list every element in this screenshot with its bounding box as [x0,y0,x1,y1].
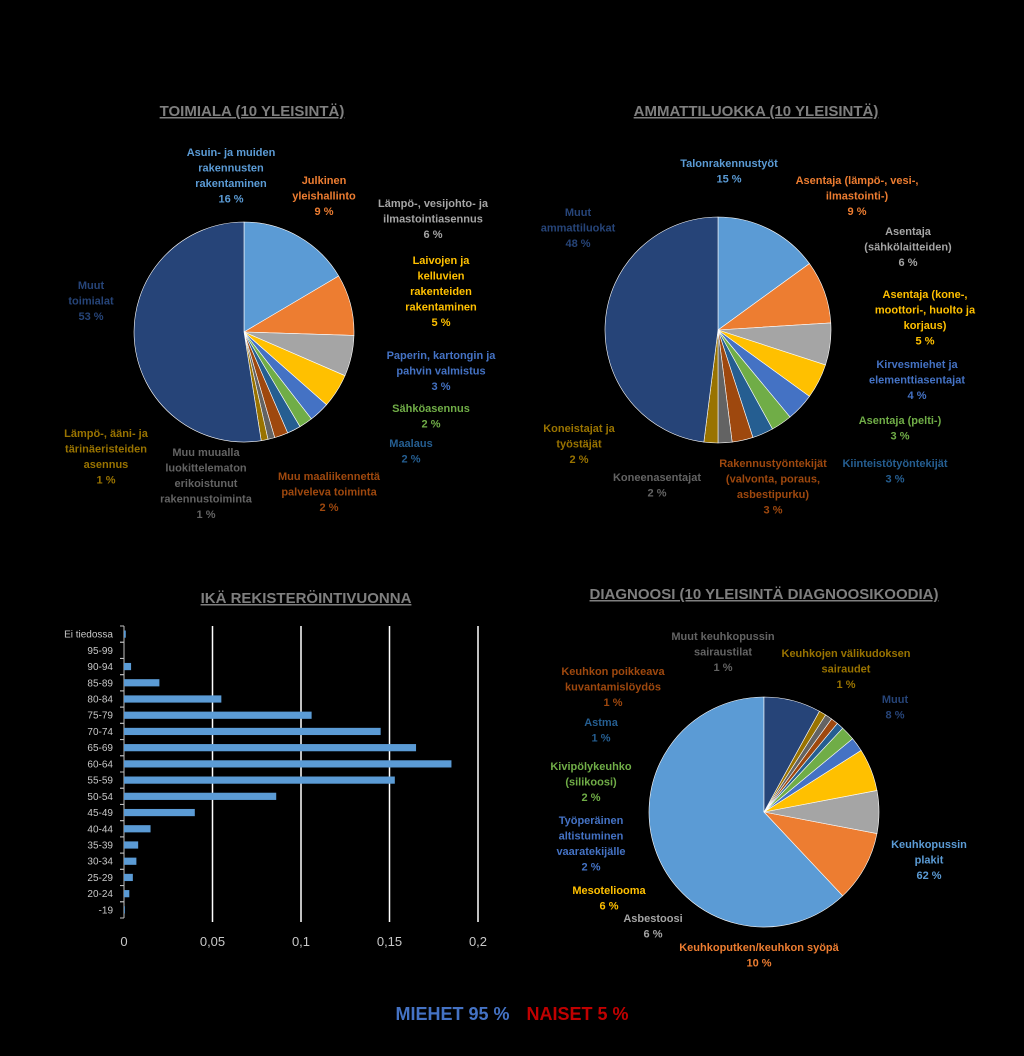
pie-slice-label: Keuhkopussin plakit 62 % [891,839,967,882]
pie-slice-label: Mesoteliooma 6 % [572,885,646,913]
y-tick-label: 60-64 [87,759,113,770]
y-tick-label: 30-34 [87,857,113,868]
y-tick-label: 35-39 [87,841,113,852]
pie-slice-label: Sähköasennus 2 % [392,403,470,431]
pie-slice [133,221,262,443]
bar [124,890,130,898]
y-tick-label: 45-49 [87,808,113,819]
pie-slice [648,696,844,928]
y-tick-label: 90-94 [87,662,113,673]
pie-slice-label: Keuhkon poikkeava kuvantamislöydös 1 % [561,666,665,709]
pie-slice-label: Lämpö-, ääni- ja tärinäeristeiden asennus 1… [64,428,149,487]
pie-slice [243,221,340,333]
pie-slice [717,216,810,331]
pie-slice-label: Työperäinen altistuminen vaaratekijälle 2 % [556,815,625,874]
pie-chart-ammattiluokka: Talonrakennustyöt 15 % Asentaja (lämpö-, v… [541,158,976,517]
pie-slice-label: Muu muualla luokittelematon erikoistunut ra… [160,447,253,521]
bar [124,857,137,865]
y-tick-label: 65-69 [87,743,113,754]
pie-slice-label: Rakennustyöntekijät (valvonta, poraus, asb… [719,458,827,517]
x-tick-label: 0 [120,934,127,949]
pie-slice-label: Julkinen yleishallinto 9 % [292,175,356,218]
y-tick-label: 85-89 [87,678,113,689]
pie-slice-label: Kirvesmiehet ja elementtiasentajat 4 % [869,359,965,402]
pie-slice-label: Keuhkojen välikudoksen sairaudet 1 % [782,648,911,691]
y-tick-label: -19 [99,905,114,916]
y-tick-label: 20-24 [87,889,113,900]
pie-chart-diagnoosi: Keuhkopussin plakit 62 % Keuhkoputken/keuhk… [550,631,967,970]
y-tick-label: 75-79 [87,711,113,722]
pie-slice-label: Astma 1 % [584,717,619,745]
pie-slice-label: Kiinteistötyöntekijät 3 % [842,458,947,486]
y-tick-label: Ei tiedossa [64,630,113,641]
pie-slice-label: Keuhkoputken/keuhkon syöpä 10 % [679,942,839,970]
y-tick-label: 40-44 [87,824,113,835]
bar [124,679,160,687]
pie-slice-label: Talonrakennustyöt 15 % [680,158,778,186]
pie-slice-label: Koneenasentajat 2 % [613,472,701,500]
gender-footer: MIEHET 95 % NAISET 5 % [0,1004,1024,1025]
bar-chart-ika: 0 0,05 0,1 0,15 0,2 Ei tiedossa 95-99 90-94 85-8… [64,625,487,949]
pie-slice [763,811,878,897]
pie-slice-label: Paperin, kartongin ja pahvin valmistus 3 % [387,350,497,393]
pie-slice-label: Muut keuhkopussin sairaustilat 1 % [671,631,775,674]
pie-slice-label: Lämpö-, vesijohto- ja ilmastointiasennus 6… [378,198,489,241]
pie-slice-label: Asuin- ja muiden rakennusten rakentaminen 1… [187,147,276,206]
chart-title-diagnoosi: DIAGNOOSI (10 YLEISINTÄ DIAGNOOSIKOODIA) [590,586,939,603]
pie-slice-label: Laivojen ja kelluvien rakenteiden rakentami… [405,255,477,329]
footer-men-share: MIEHET 95 % [395,1004,510,1024]
pie-slice [604,216,719,443]
x-tick-label: 0,05 [200,934,225,949]
pie-slice [763,696,820,813]
pie-slice-label: Muut toimialat 53 % [68,280,114,323]
pie-slice-label: Muut 8 % [882,694,909,722]
bar [124,760,452,768]
pie-slice-label: Muu maaliikennettä palveleva toiminta 2 % [278,471,381,514]
y-tick-label: 25-29 [87,873,113,884]
bar [124,727,381,736]
bar [124,808,195,817]
x-tick-label: 0,1 [292,934,310,949]
footer-women-share: NAISET 5 % [526,1004,629,1024]
bar [124,630,126,638]
pie-chart-toimiala: Asuin- ja muiden rakennusten rakentaminen 1… [64,147,496,521]
bar [124,873,133,882]
chart-title-ammattiluokka: AMMATTILUOKKA (10 YLEISINTÄ) [634,103,879,120]
y-tick-label: 80-84 [87,695,113,706]
bar [124,662,132,671]
y-tick-label: 50-54 [87,792,113,803]
pie-slice-label: Asentaja (pelti-) 3 % [859,415,942,443]
bar [124,825,151,833]
pie-slice-label: Asentaja (kone-, moottori-, huolto ja korj… [875,289,976,348]
y-tick-label: 95-99 [87,646,113,657]
bar [124,792,277,800]
bar [124,841,139,849]
y-tick-label: 70-74 [87,727,113,738]
pie-slice-label: Asbestoosi 6 % [623,913,682,941]
pie-slice-label: Koneistajat ja työstäjät 2 % [543,423,615,466]
chart-title-ika: IKÄ REKISTERÖINTIVUONNA [201,590,412,607]
y-tick-label: 55-59 [87,776,113,787]
bar [124,695,222,703]
bar [124,711,312,719]
x-tick-label: 0,15 [377,934,402,949]
pie-slice-label: Maalaus 2 % [389,438,432,466]
chart-title-toimiala: TOIMIALA (10 YLEISINTÄ) [160,103,345,120]
x-tick-label: 0,2 [469,934,487,949]
bar [124,906,125,914]
pie-slice-label: Asentaja (lämpö-, vesi-, ilmastointi-) 9 % [796,175,919,218]
bar [124,744,417,752]
pie-slice-label: Kivipölykeuhko (silikoosi) 2 % [550,761,632,804]
pie-slice-label: Muut ammattiluokat 48 % [541,207,616,250]
pie-slice-label: Asentaja (sähkölaitteiden) 6 % [864,226,952,269]
bar [124,776,395,784]
